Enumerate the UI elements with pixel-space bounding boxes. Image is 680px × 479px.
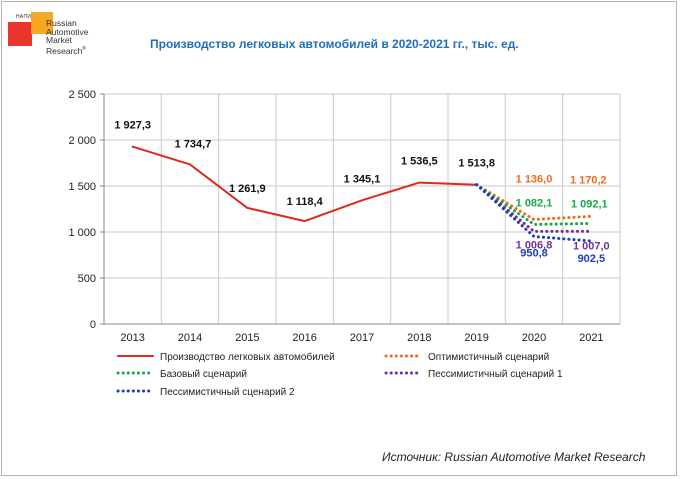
logo-name-line: Research® xyxy=(46,45,87,56)
data-label: 1 118,4 xyxy=(287,196,324,208)
data-label: 1 734,7 xyxy=(175,138,212,150)
legend-label: Пессимистичный сценарий 1 xyxy=(428,369,563,380)
data-label: 1 536,5 xyxy=(401,156,438,168)
data-label: 1 345,1 xyxy=(344,173,381,185)
x-tick-label: 2021 xyxy=(579,332,603,344)
data-label: 1 082,1 xyxy=(516,197,553,209)
x-tick-label: 2018 xyxy=(407,332,431,344)
logo-name: Russian Automotive Market Research® xyxy=(46,19,89,55)
x-tick-label: 2019 xyxy=(464,332,488,344)
logo: НАПИ Russian Automotive Market Research® xyxy=(8,8,98,64)
x-tick-label: 2020 xyxy=(522,332,546,344)
logo-yellow-square xyxy=(31,12,53,34)
x-tick-label: 2017 xyxy=(350,332,374,344)
data-label: 1 927,3 xyxy=(114,120,151,132)
chart-title: Производство легковых автомобилей в 2020… xyxy=(150,37,519,51)
x-tick-label: 2014 xyxy=(178,332,202,344)
series-line xyxy=(131,145,478,223)
y-tick-label: 1 000 xyxy=(68,227,96,239)
source-note: Источник: Russian Automotive Market Rese… xyxy=(382,450,646,464)
data-label: 902,5 xyxy=(578,253,606,265)
logo-name-line: Automotive xyxy=(46,26,89,37)
data-label: 950,8 xyxy=(520,248,548,260)
x-tick-label: 2015 xyxy=(235,332,259,344)
y-tick-label: 2 000 xyxy=(68,135,96,147)
legend-label: Оптимистичный сценарий xyxy=(428,352,549,363)
logo-red-square xyxy=(8,22,32,46)
y-tick-label: 500 xyxy=(78,273,96,285)
y-tick-label: 2 500 xyxy=(68,89,96,101)
x-tick-label: 2016 xyxy=(292,332,316,344)
data-label: 1 261,9 xyxy=(229,183,266,195)
legend-label: Производство легковых автомобилей xyxy=(160,351,335,363)
data-label: 1 092,1 xyxy=(571,199,608,211)
y-tick-label: 0 xyxy=(90,319,96,331)
series-line xyxy=(475,183,593,233)
legend-label: Базовый сценарий xyxy=(160,369,247,380)
series-line xyxy=(475,183,593,226)
logo-tag: НАПИ xyxy=(16,14,32,20)
x-tick-label: 2013 xyxy=(120,332,144,344)
legend-label: Пессимистичный сценарий 2 xyxy=(160,387,295,398)
logo-name-line: Market xyxy=(46,35,72,46)
data-label: 1 007,0 xyxy=(573,240,610,252)
data-label: 1 136,0 xyxy=(516,173,553,185)
series-line xyxy=(475,183,593,243)
data-label: 1 513,8 xyxy=(458,158,495,170)
data-label: 1 170,2 xyxy=(570,174,607,186)
data-label: 1 006,8 xyxy=(516,239,553,251)
logo-name-line: Russian xyxy=(46,18,77,28)
series-line xyxy=(475,183,593,221)
y-tick-label: 1 500 xyxy=(68,181,96,193)
